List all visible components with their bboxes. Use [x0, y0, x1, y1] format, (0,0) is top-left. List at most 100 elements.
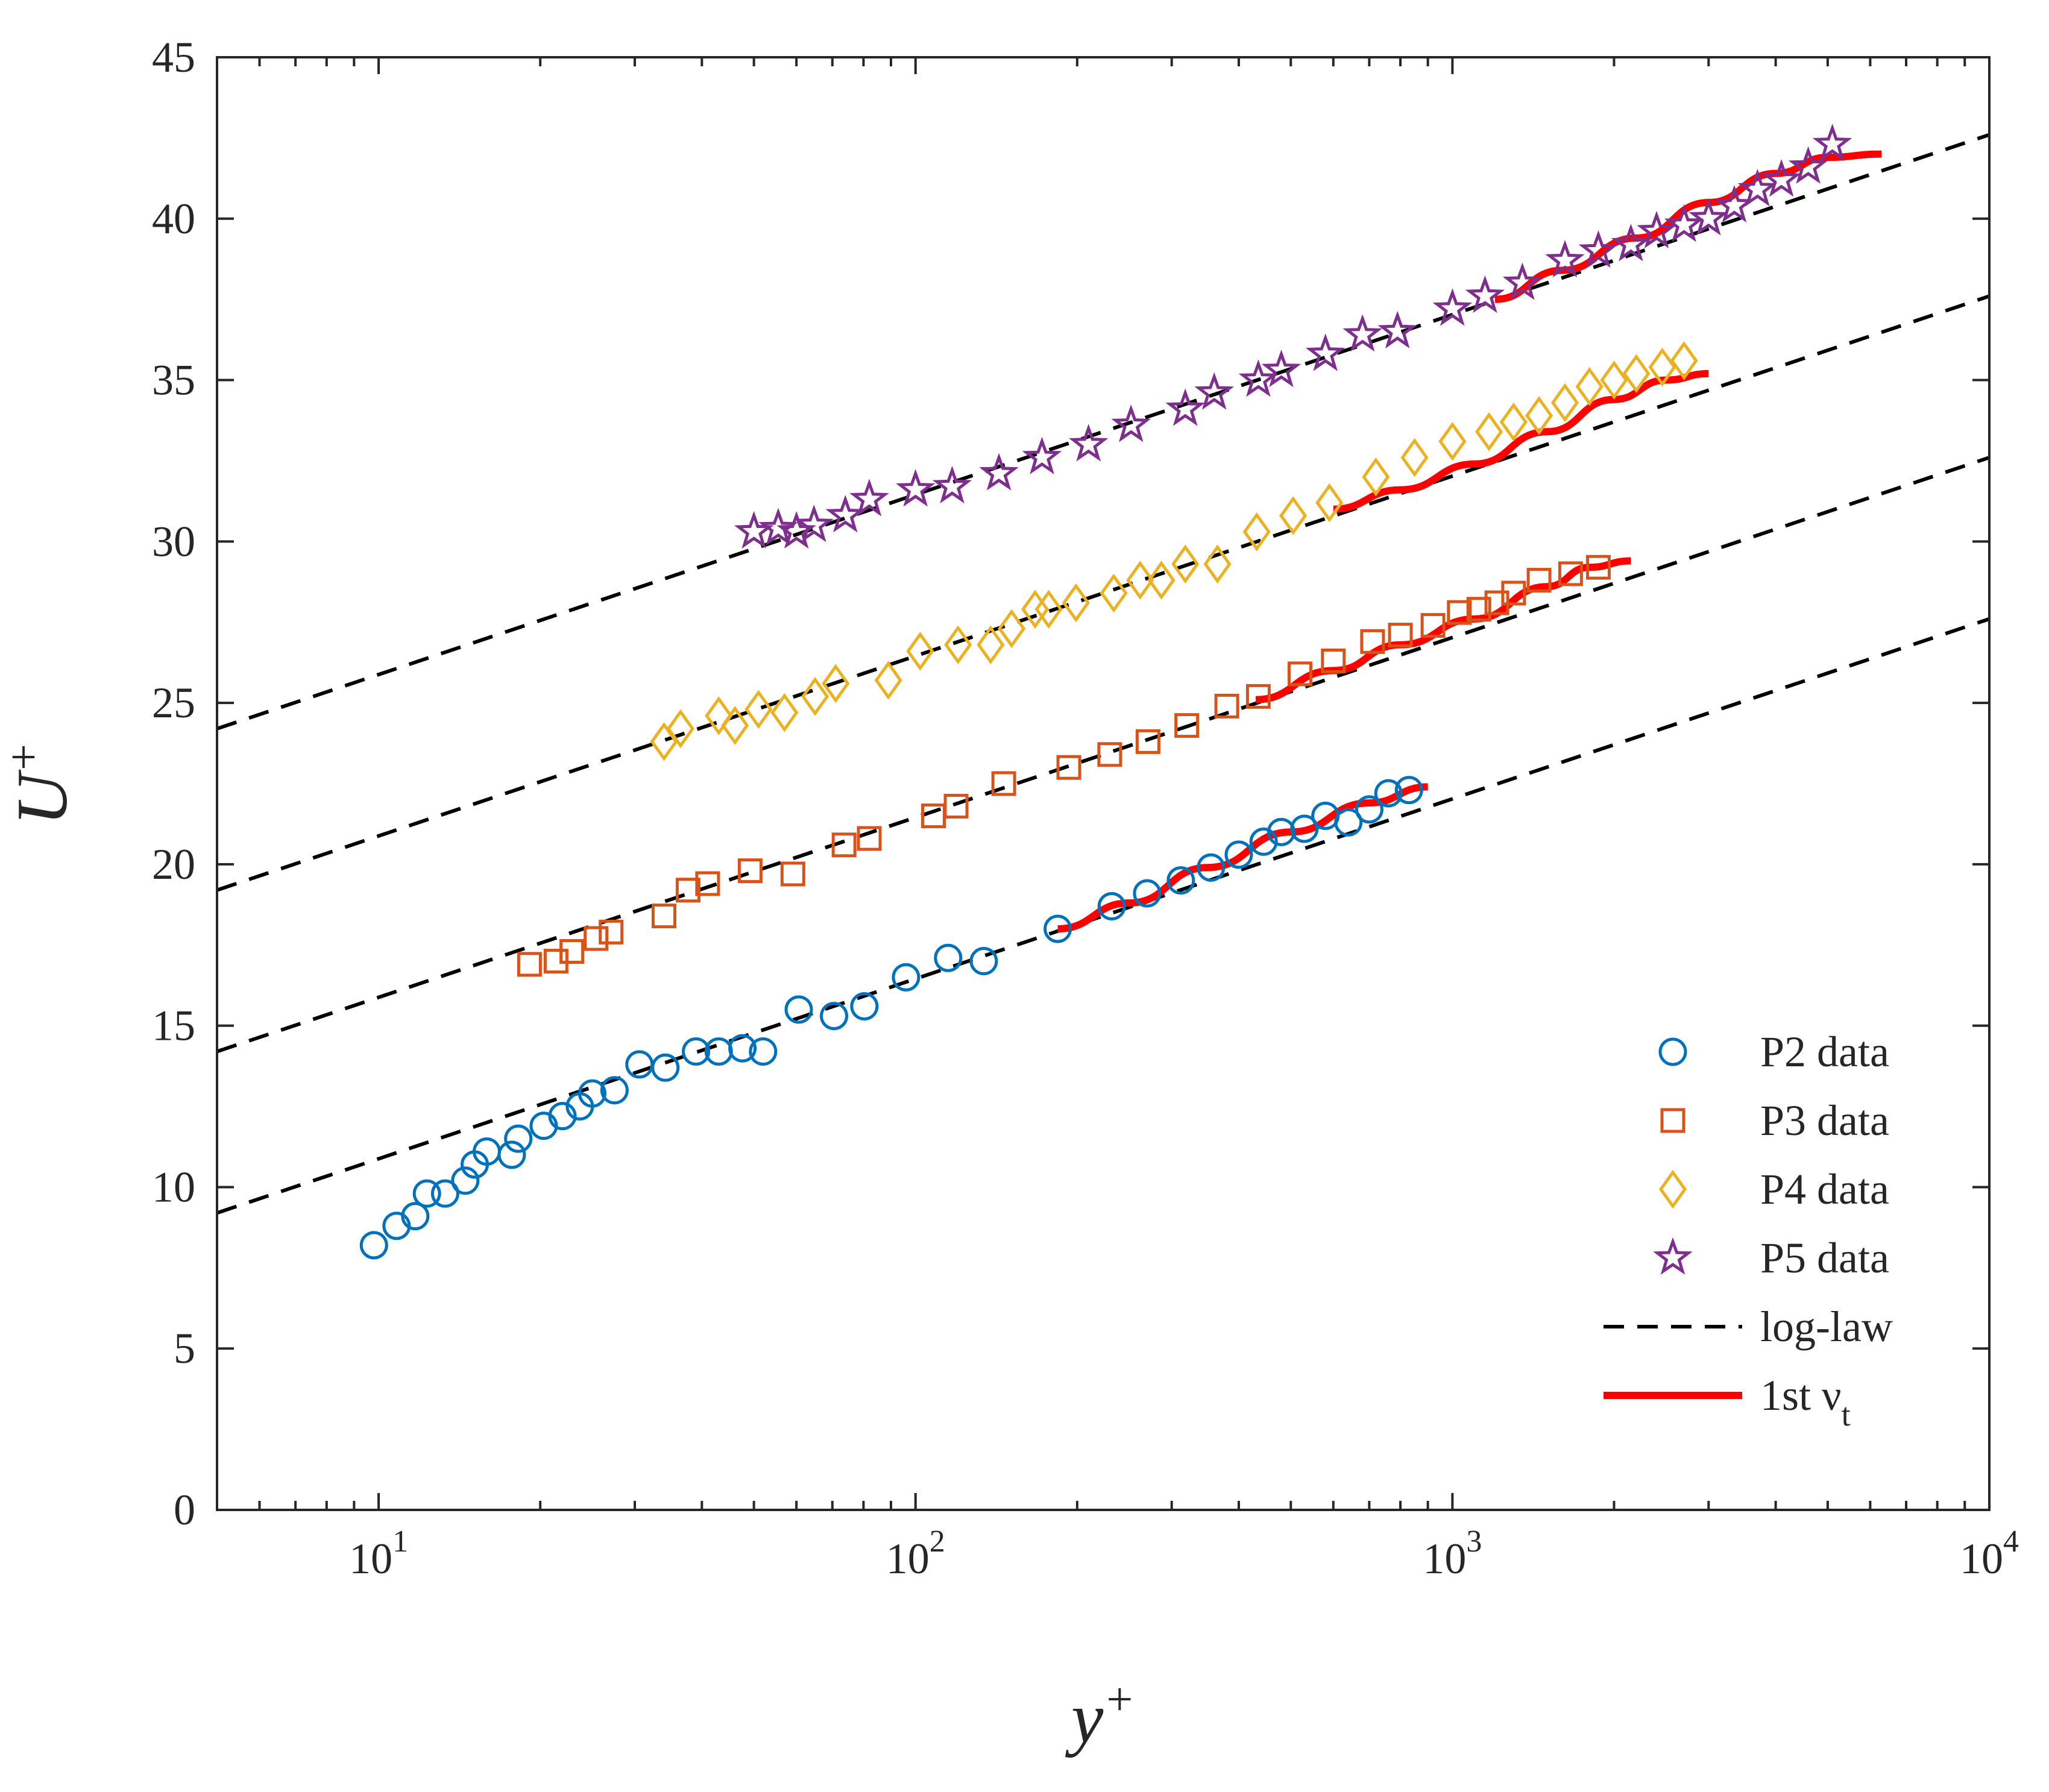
series-p5-data: [734, 124, 1852, 549]
x-axis-title: y+: [1065, 1673, 1135, 1758]
loglaw-line-3: [216, 294, 1990, 892]
data-point: [1321, 648, 1346, 673]
data-point: [1062, 583, 1090, 623]
data-point: [744, 690, 773, 729]
data-point: [892, 963, 921, 992]
data-point: [1637, 210, 1676, 248]
data-point: [998, 609, 1026, 649]
data-point: [825, 495, 866, 533]
data-point: [780, 861, 805, 887]
data-point: [1021, 589, 1050, 629]
data-point: [784, 995, 813, 1024]
data-point: [906, 632, 934, 671]
data-point: [1171, 544, 1200, 584]
data-point: [695, 871, 720, 896]
data-point: [944, 625, 972, 665]
data-point: [1097, 892, 1126, 921]
data-point: [932, 465, 972, 504]
axis-ticks: 0 5 10 15 20 25 30 35 40 45 101 102 103 104: [152, 33, 2019, 1583]
loglaw-line-2: [216, 456, 1990, 1054]
data-point: [666, 709, 694, 749]
x-axis-title-base: y: [1065, 1677, 1104, 1758]
legend-symbol: [1660, 1108, 1685, 1133]
data-point: [651, 904, 676, 929]
plot-background: [217, 57, 1989, 1510]
data-point: [1578, 230, 1619, 268]
loglaw-line-4: [216, 133, 1990, 731]
data-point: [517, 952, 542, 977]
data-point: [1334, 808, 1363, 837]
data-point: [1438, 422, 1467, 461]
data-point: [1394, 776, 1423, 805]
data-point: [820, 1002, 849, 1031]
data-point: [979, 453, 1019, 491]
data-point: [1585, 555, 1611, 580]
data-point: [1197, 853, 1226, 882]
data-point: [1664, 204, 1704, 242]
data-point: [548, 1102, 577, 1131]
data-point: [1043, 914, 1072, 943]
data-point: [1022, 436, 1062, 474]
y-tick-label: 20: [152, 840, 195, 888]
data-point: [1622, 354, 1651, 394]
data-point: [1362, 457, 1390, 497]
data-point: [1287, 661, 1312, 687]
data-point: [934, 943, 963, 972]
data-point: [1420, 613, 1446, 638]
legend-label: P4 data: [1760, 1165, 1889, 1213]
data-point: [430, 1179, 459, 1208]
data-point: [1558, 561, 1583, 586]
data-point: [1714, 185, 1754, 223]
data-point: [896, 469, 936, 507]
y-tick-label: 0: [174, 1486, 195, 1534]
data-point: [969, 947, 998, 976]
data-point: [1689, 198, 1729, 236]
data-point: [1812, 124, 1852, 162]
data-point: [849, 479, 889, 517]
x-tick-label: 103: [1423, 1524, 1482, 1583]
loglaw-line-1: [216, 617, 1990, 1215]
data-point: [1174, 713, 1200, 738]
data-point: [1670, 341, 1698, 380]
x-axis-title-sup: +: [1103, 1673, 1135, 1725]
data-point: [850, 992, 879, 1021]
y-axis-title-sup: +: [0, 741, 49, 773]
plot-frame: [216, 56, 1991, 1511]
legend-label: P3 data: [1760, 1096, 1889, 1145]
legend-item: 1st νt: [1604, 1371, 1851, 1433]
data-point: [874, 661, 902, 700]
data-point: [1147, 561, 1176, 600]
data-point: [1550, 383, 1579, 423]
y-axis-title-base: U: [2, 769, 82, 826]
data-point: [1315, 483, 1344, 523]
y-tick-label: 35: [152, 356, 195, 404]
data-point: [599, 919, 624, 945]
data-point: [1133, 879, 1162, 908]
data-point: [401, 1202, 430, 1231]
loglaw-lines: [216, 133, 1990, 1215]
data-point: [1194, 372, 1234, 410]
data-point: [1465, 275, 1505, 313]
data-point: [1648, 347, 1676, 387]
legend-item: P2 data: [1658, 1028, 1889, 1076]
data-point: [1279, 496, 1308, 535]
legend-item: P5 data: [1653, 1234, 1889, 1282]
data-point: [600, 1076, 629, 1105]
data-point: [1100, 573, 1128, 613]
data-point: [770, 693, 799, 732]
series-p3-data: [517, 555, 1611, 977]
data-point: [1034, 589, 1063, 629]
y-tick-label: 45: [152, 33, 195, 81]
data-point: [412, 1179, 441, 1208]
y-tick-label: 25: [152, 679, 195, 727]
data-point: [675, 878, 700, 903]
legend-label: log-law: [1760, 1303, 1893, 1351]
y-tick-label: 10: [152, 1163, 195, 1211]
data-point: [705, 696, 733, 735]
series-p2-data: [359, 776, 1423, 1260]
data-point: [1388, 623, 1413, 648]
legend-item: P3 data: [1660, 1096, 1889, 1145]
x-tick-label: 104: [1960, 1524, 2019, 1583]
data-point: [1525, 396, 1553, 435]
data-point: [1374, 779, 1403, 808]
